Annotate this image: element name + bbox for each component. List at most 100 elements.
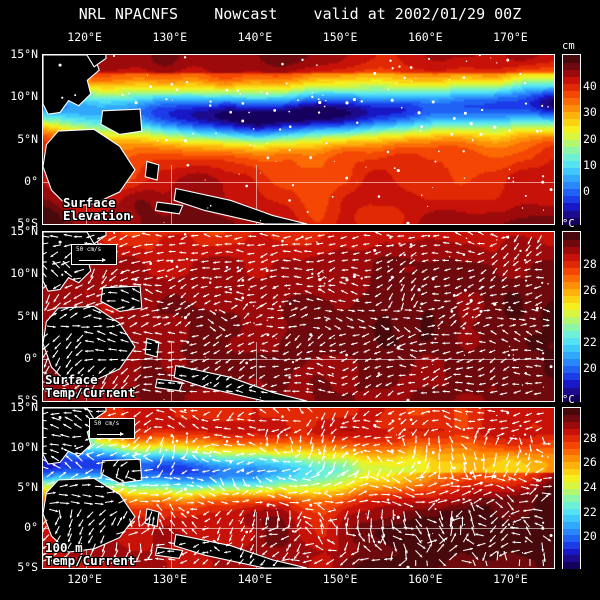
current-vector-head [329,299,333,303]
current-vector-head [111,478,115,482]
current-vector-head [339,318,343,322]
island-speck [163,398,165,400]
current-vector-head [438,466,441,470]
current-vector-head [386,260,390,263]
current-vector-head [214,275,218,279]
current-vector-head [476,429,479,433]
map-panel-surface-elevation[interactable]: Surface Elevation [42,54,555,225]
current-vector-head [177,477,181,480]
current-vector-head [384,436,388,439]
current-vector-head [66,325,70,328]
current-vector-head [503,551,507,554]
current-vector-head [549,476,552,480]
current-vector-head [513,338,517,341]
current-vector-head [202,244,205,248]
current-vector-head [387,374,391,378]
current-vector-head [500,530,504,534]
current-vector-head [118,349,122,352]
island-speck [542,209,545,211]
current-vector-head [514,239,517,243]
current-vector-head [534,522,538,526]
current-vector-head [146,313,150,317]
current-vector-head [43,530,45,532]
island-speck [434,160,437,163]
current-vector-head [51,381,54,384]
current-vector-head [513,284,517,288]
current-vector-head [512,382,515,386]
current-vector-head [272,563,276,566]
current-vector-head [490,483,494,487]
current-vector-head [274,448,277,452]
current-vector-head [524,301,528,304]
current-vector-head [329,343,333,347]
current-vector-head [155,243,159,247]
current-vector-head [133,369,137,372]
current-vector-head [203,294,206,298]
island-speck [113,408,116,411]
current-vector-head [490,529,493,533]
current-vector-head [365,499,369,503]
island-speck [535,306,539,310]
current-vector-head [43,552,46,556]
current-vector-head [352,462,356,466]
current-vector-head [290,441,294,445]
colorbar-swatch [563,372,580,381]
current-vector-head [156,493,159,497]
current-vector-head [365,475,368,479]
current-vector-head [500,409,504,413]
map-panel-surface-temp-current[interactable]: 50 cm/s Surface Temp/Current [42,231,555,402]
island-speck [524,279,528,282]
current-vector-head [435,499,439,503]
current-vector-head [286,503,289,507]
current-vector-head [489,360,493,363]
current-vector-head [430,341,434,345]
current-vector-head [102,381,105,384]
island-speck [506,58,510,62]
current-vector-head [51,456,54,459]
current-vector-head [166,365,170,369]
current-vector-head [64,285,68,289]
current-vector-head [226,492,229,496]
current-vector-head [327,288,331,292]
current-vector-head [352,352,356,355]
current-vector-head [351,368,355,372]
current-vector-head [479,292,483,296]
colorbar-swatch [563,139,580,148]
current-vector-head [317,307,321,310]
current-vector-head [250,349,254,353]
current-vector-head [441,531,445,535]
current-vector-head [119,331,123,335]
current-vector-head [119,244,123,248]
island-speck [165,487,168,490]
color-field-canvas [43,55,554,224]
colorbar-swatch [563,379,580,388]
current-vector-head [120,412,124,416]
current-vector-head [343,464,346,467]
current-vector-head [259,535,263,538]
current-vector [286,408,291,412]
current-vector-head [338,343,342,346]
map-panel-100m-temp-current[interactable]: 50 cm/s 100 m Temp/Current [42,407,555,569]
colorbar-swatch [563,528,580,536]
current-vector-head [280,243,284,247]
island-speck [403,76,406,80]
island-speck [398,242,401,245]
current-vector-head [396,461,400,465]
island-speck [409,66,413,69]
colorbar-swatch [563,421,580,429]
island-speck [147,426,149,428]
island-speck [288,149,291,152]
current-vector-head [172,450,176,453]
current-vector-head [418,540,422,544]
current-vector-head [282,528,286,531]
current-vector-head [239,547,243,551]
current-vector-head [418,349,422,353]
current-vector-head [61,262,64,266]
current-vector-head [190,476,194,480]
island-speck [513,83,515,85]
current-vector-head [269,487,273,490]
current-vector-head [364,275,367,279]
island-speck [317,111,321,114]
current-vector-head [477,301,481,304]
current-vector-head [513,317,516,321]
